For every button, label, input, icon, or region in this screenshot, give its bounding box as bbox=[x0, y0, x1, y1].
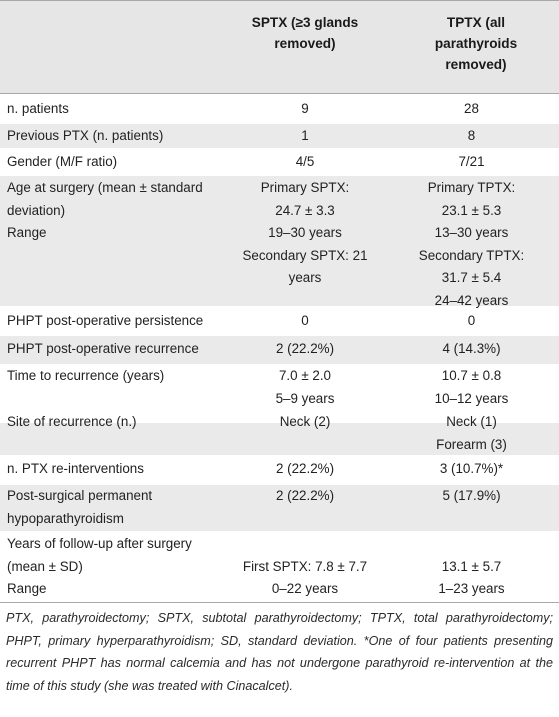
row-label: Post-surgical permanent hypoparathyroidi… bbox=[7, 488, 153, 526]
row-shade bbox=[0, 336, 559, 364]
tptx-cell: 4 (14.3%) bbox=[442, 341, 501, 356]
top-rule bbox=[0, 0, 559, 1]
row-label: Age at surgery (mean ± standard deviatio… bbox=[7, 180, 203, 240]
sptx-cell: 4/5 bbox=[295, 154, 315, 169]
tptx-cell: 3 (10.7%)* bbox=[439, 461, 504, 476]
tptx-cell: 0 bbox=[467, 313, 476, 328]
tptx-cell: 28 bbox=[464, 101, 479, 116]
tptx-cell: 13.1 ± 5.7 1–23 years bbox=[438, 558, 505, 597]
tptx-cell: Neck (1) Forearm (3) bbox=[436, 414, 507, 452]
tptx-cell: 5 (17.9%) bbox=[442, 488, 501, 503]
table-header-background bbox=[0, 0, 559, 93]
row-label: Years of follow-up after surgery (mean ±… bbox=[7, 536, 192, 596]
row-label: Time to recurrence (years) bbox=[7, 368, 165, 383]
row-label: Previous PTX (n. patients) bbox=[7, 128, 164, 143]
tptx-cell: 8 bbox=[467, 128, 476, 143]
sptx-cell: 2 (22.2%) bbox=[275, 461, 335, 476]
asterisk-note: *One of four patients presenting recurre… bbox=[6, 633, 553, 693]
sptx-cell: 2 (22.2%) bbox=[275, 341, 335, 356]
tptx-cell: Primary TPTX: 23.1 ± 5.3 13–30 years Sec… bbox=[418, 180, 525, 308]
row-label: Gender (M/F ratio) bbox=[7, 154, 118, 169]
row-shade bbox=[0, 124, 559, 148]
sptx-cell: Primary SPTX: 24.7 ± 3.3 19–30 years Sec… bbox=[242, 180, 368, 285]
row-shade bbox=[0, 485, 559, 531]
table-footnote: PTX, parathyroidectomy; SPTX, subtotal p… bbox=[6, 607, 553, 697]
header-rule bbox=[0, 93, 559, 94]
row-label: PHPT post-operative recurrence bbox=[7, 341, 199, 356]
sptx-cell: First SPTX: 7.8 ± 7.7 0–22 years bbox=[242, 558, 368, 597]
sptx-cell: 0 bbox=[301, 313, 309, 328]
sptx-cell: 7.0 ± 2.0 5–9 years bbox=[275, 368, 335, 406]
row-label: n. PTX re-interventions bbox=[7, 461, 144, 476]
sptx-cell: Neck (2) bbox=[279, 414, 331, 429]
bottom-rule bbox=[0, 602, 559, 603]
row-shade bbox=[0, 423, 559, 455]
row-label: n. patients bbox=[7, 101, 69, 116]
sptx-cell: 9 bbox=[301, 101, 309, 116]
row-label: PHPT post-operative persistence bbox=[7, 313, 204, 328]
sptx-cell: 2 (22.2%) bbox=[275, 488, 335, 503]
row-label: Site of recurrence (n.) bbox=[7, 414, 137, 429]
abbreviations-note: PTX, parathyroidectomy; SPTX, subtotal p… bbox=[6, 611, 553, 648]
row-shade bbox=[0, 176, 559, 306]
tptx-cell: 10.7 ± 0.8 10–12 years bbox=[434, 368, 509, 406]
header-sptx: SPTX (≥3 glands removed) bbox=[251, 15, 359, 51]
sptx-cell: 1 bbox=[301, 128, 309, 143]
header-tptx: TPTX (all parathyroids removed) bbox=[434, 15, 518, 72]
tptx-cell: 7/21 bbox=[458, 154, 485, 169]
